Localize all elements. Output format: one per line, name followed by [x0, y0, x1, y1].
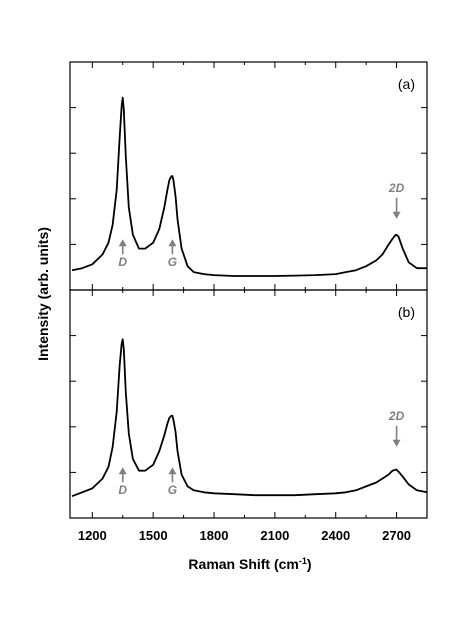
peak-label-2d: 2D [388, 181, 405, 195]
x-axis-title-close: ) [307, 556, 312, 572]
peak-label-g: G [168, 255, 177, 269]
peak-arrowhead-2d [392, 211, 401, 219]
peak-arrowhead-g [168, 467, 177, 475]
x-tick-label: 2100 [260, 528, 289, 543]
x-tick-label: 1500 [139, 528, 168, 543]
peak-arrowhead-g [168, 239, 177, 247]
peak-label-d: D [118, 483, 127, 497]
plot-frames [69, 61, 428, 519]
panel-tag: (a) [398, 76, 415, 92]
peak-annotations: (a) D G 2D (b) D G 2D [118, 76, 415, 497]
x-tick-label: 1200 [78, 528, 107, 543]
spectra-series [71, 96, 428, 498]
x-axis-title: Raman Shift (cm-1) [188, 556, 311, 572]
panel-tag: (b) [398, 304, 415, 320]
x-tick-label: 1800 [200, 528, 229, 543]
spectrum-line-b [71, 338, 428, 498]
peak-arrowhead-2d [392, 439, 401, 447]
panel-frame [69, 289, 428, 519]
axis-ticks: 1200 1500 1800 2100 2400 2700 [70, 62, 428, 543]
peak-label-2d: 2D [388, 409, 405, 423]
peak-arrowhead-d [118, 467, 127, 475]
x-tick-label: 2400 [321, 528, 350, 543]
x-axis-title-main: Raman Shift (cm [188, 556, 298, 572]
x-axis-title-exponent: -1 [299, 556, 307, 566]
x-tick-label: 2700 [382, 528, 411, 543]
spectrum-line-a [71, 96, 427, 277]
peak-arrowhead-d [118, 239, 127, 247]
y-axis-title: Intensity (arb. units) [35, 227, 51, 361]
peak-label-g: G [168, 483, 177, 497]
peak-label-d: D [118, 255, 127, 269]
